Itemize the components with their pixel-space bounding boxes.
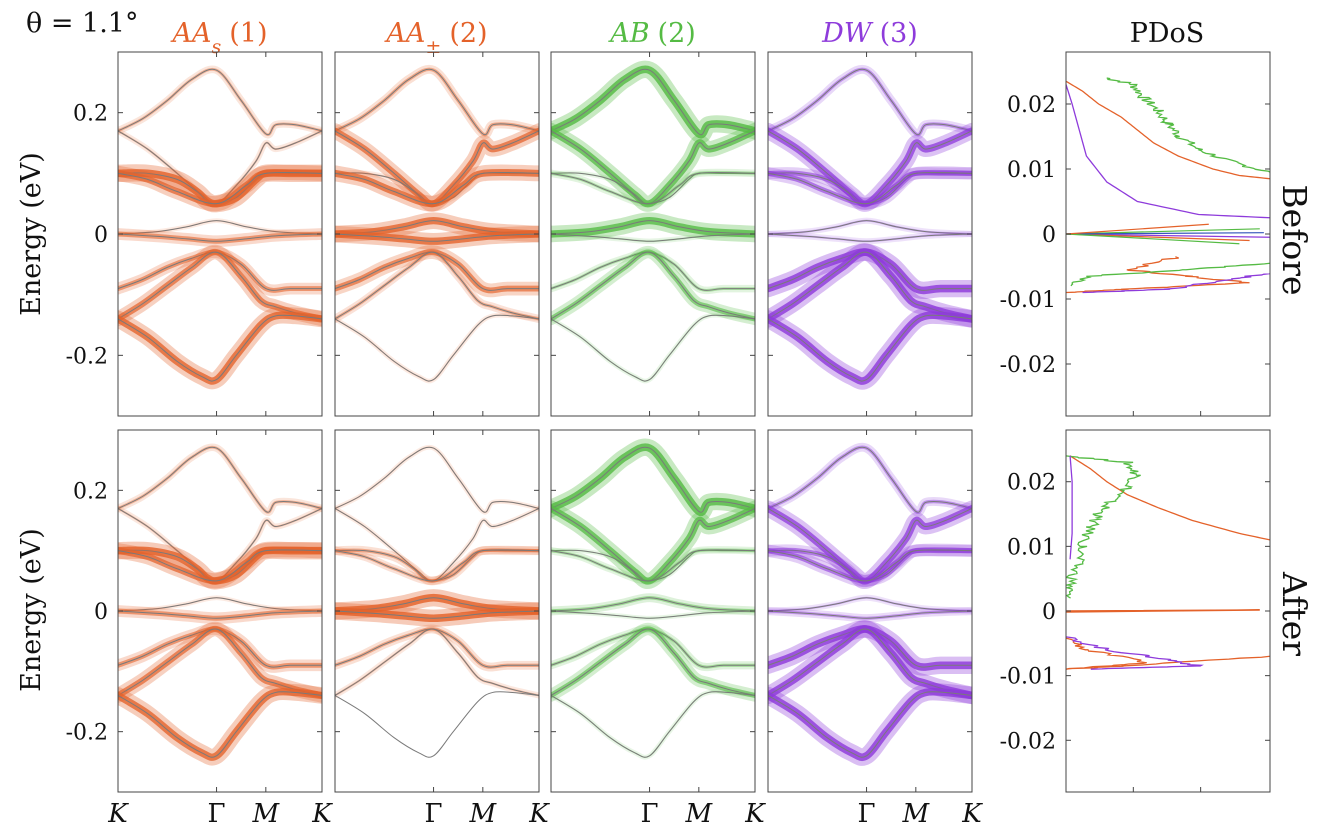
- band-halo-b4: [551, 550, 755, 581]
- row-label-before: Before: [1275, 184, 1314, 295]
- band-halo-b9: [551, 315, 755, 381]
- k-label: K: [311, 799, 333, 829]
- band-weight-b2: [335, 508, 539, 581]
- pdos-after: [1066, 456, 1270, 669]
- title-AAs-count: (1): [229, 18, 267, 49]
- title-AApm-count: (2): [449, 18, 487, 49]
- panel-AAs-after: [118, 447, 322, 757]
- panel-AAs-before: [118, 69, 322, 381]
- pdos-y-tick-label: -0.02: [1000, 353, 1056, 378]
- y-tick-label: 0.2: [73, 102, 108, 127]
- k-label: Γ: [425, 799, 443, 829]
- band-weight-b1: [335, 447, 539, 512]
- y-tick-label: -0.2: [66, 721, 108, 746]
- band-weight-b1: [118, 69, 322, 134]
- y-tick-label: 0.2: [73, 479, 108, 504]
- title-AB: AB (2): [607, 18, 696, 49]
- pdos-y-tick-label: 0: [1042, 600, 1056, 625]
- k-label: Γ: [641, 799, 659, 829]
- band-weight-b1: [118, 447, 322, 512]
- k-label: M: [902, 799, 931, 829]
- pdos-curve-AA: [1066, 81, 1270, 179]
- title-DW: DW (3): [821, 18, 918, 49]
- band-halo-b4: [551, 172, 755, 203]
- k-label: K: [744, 799, 766, 829]
- band-line-b9: [551, 315, 755, 381]
- panel-AApm-after: [335, 447, 539, 757]
- ylabel-bottom: Energy (eV): [16, 528, 47, 692]
- pdos-y-tick-label: 0.02: [1007, 93, 1056, 118]
- title-AApm-name: AA: [383, 18, 425, 49]
- band-weight-b1: [335, 69, 539, 134]
- pdos-curve-AA_low: [1066, 257, 1250, 293]
- band-line-b9: [551, 692, 755, 758]
- title-DW-count: (3): [880, 18, 918, 49]
- band-halo-b9: [335, 315, 539, 381]
- y-tick-label: -0.2: [66, 344, 108, 369]
- band-weight-b1: [768, 69, 972, 134]
- pdos-y-tick-label: -0.01: [1000, 288, 1056, 313]
- panel-DW-after: [768, 447, 972, 757]
- y-tick-label: 0: [94, 600, 108, 625]
- y-tick-label: 0: [94, 223, 108, 248]
- band-line-b9: [335, 692, 539, 758]
- k-label: M: [469, 799, 498, 829]
- band-line-b2: [335, 508, 539, 581]
- band-halo-b9: [551, 692, 755, 758]
- pdos-curve-AA: [1070, 456, 1270, 540]
- pdos-curve-AA_low: [1066, 637, 1270, 669]
- pdos-y-tick-label: 0.02: [1007, 471, 1056, 496]
- k-label: M: [252, 799, 281, 829]
- band-weight-b9: [551, 315, 755, 381]
- pdos-curve-DW: [1070, 456, 1072, 559]
- k-label: M: [685, 799, 714, 829]
- panel-AB-after: [551, 447, 755, 757]
- theta-label: θ = 1.1°: [26, 8, 138, 39]
- band-weight-b9: [551, 692, 755, 758]
- panel-DW-before: [768, 69, 972, 381]
- band-halo-b7: [335, 629, 539, 667]
- k-label: K: [107, 799, 129, 829]
- row-label-after: After: [1275, 571, 1314, 656]
- pdos-curve-AB: [1066, 456, 1141, 598]
- title-AB-name: AB: [607, 18, 649, 49]
- band-line-b9: [335, 315, 539, 381]
- band-weight-b9: [335, 315, 539, 381]
- k-label: Γ: [858, 799, 876, 829]
- panel-AB-before: [551, 69, 755, 381]
- title-DW-name: DW: [821, 18, 874, 49]
- ylabel-top: Energy (eV): [16, 152, 47, 316]
- band-layer: [118, 69, 1270, 757]
- pdos-y-tick-label: 0.01: [1007, 158, 1056, 183]
- pdos-title: PDoS: [1130, 18, 1205, 49]
- panel-AApm-before: [335, 69, 539, 381]
- title-AB-count: (2): [658, 18, 696, 49]
- pdos-y-tick-label: -0.02: [1000, 729, 1056, 754]
- pdos-before: [1066, 78, 1270, 293]
- band-weight-b1: [768, 447, 972, 512]
- k-label: K: [528, 799, 550, 829]
- pdos-y-tick-label: 0: [1042, 223, 1056, 248]
- pdos-spike-AA_zero: [1066, 610, 1260, 612]
- band-halo-b2: [335, 508, 539, 581]
- pdos-y-tick-label: 0.01: [1007, 535, 1056, 560]
- k-label: K: [961, 799, 983, 829]
- title-AAs-name: AA: [169, 18, 211, 49]
- pdos-y-tick-label: -0.01: [1000, 665, 1056, 690]
- k-label: Γ: [208, 799, 226, 829]
